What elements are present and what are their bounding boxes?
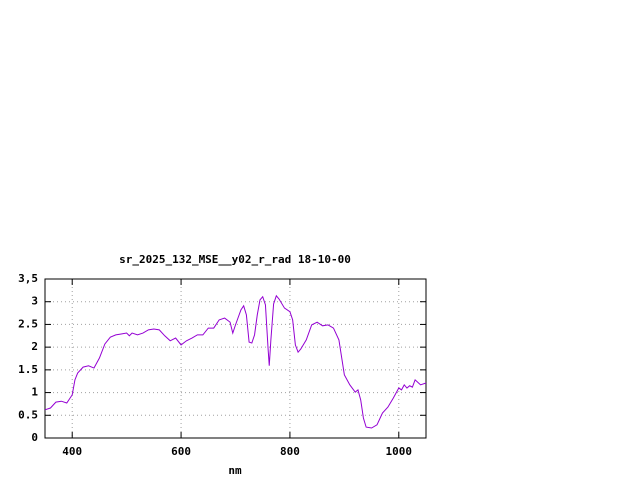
chart-title: sr_2025_132_MSE__y02_r_rad 18-10-00: [119, 253, 351, 266]
y-tick-label: 0: [31, 431, 38, 444]
y-tick-label: 0.5: [18, 408, 38, 421]
y-tick-label: 2: [31, 340, 38, 353]
x-axis-label: nm: [228, 464, 242, 477]
x-tick-label: 1000: [386, 445, 413, 458]
y-tick-label: 3: [31, 295, 38, 308]
y-tick-label: 1: [31, 386, 38, 399]
x-tick-label: 800: [280, 445, 300, 458]
y-tick-label: 1.5: [18, 363, 38, 376]
y-tick-label: 3,5: [18, 272, 38, 285]
x-tick-label: 600: [171, 445, 191, 458]
plot-frame: [44, 278, 427, 439]
data-line: [44, 294, 427, 429]
x-tick-label: 400: [62, 445, 82, 458]
y-tick-label: 2.5: [18, 317, 38, 330]
